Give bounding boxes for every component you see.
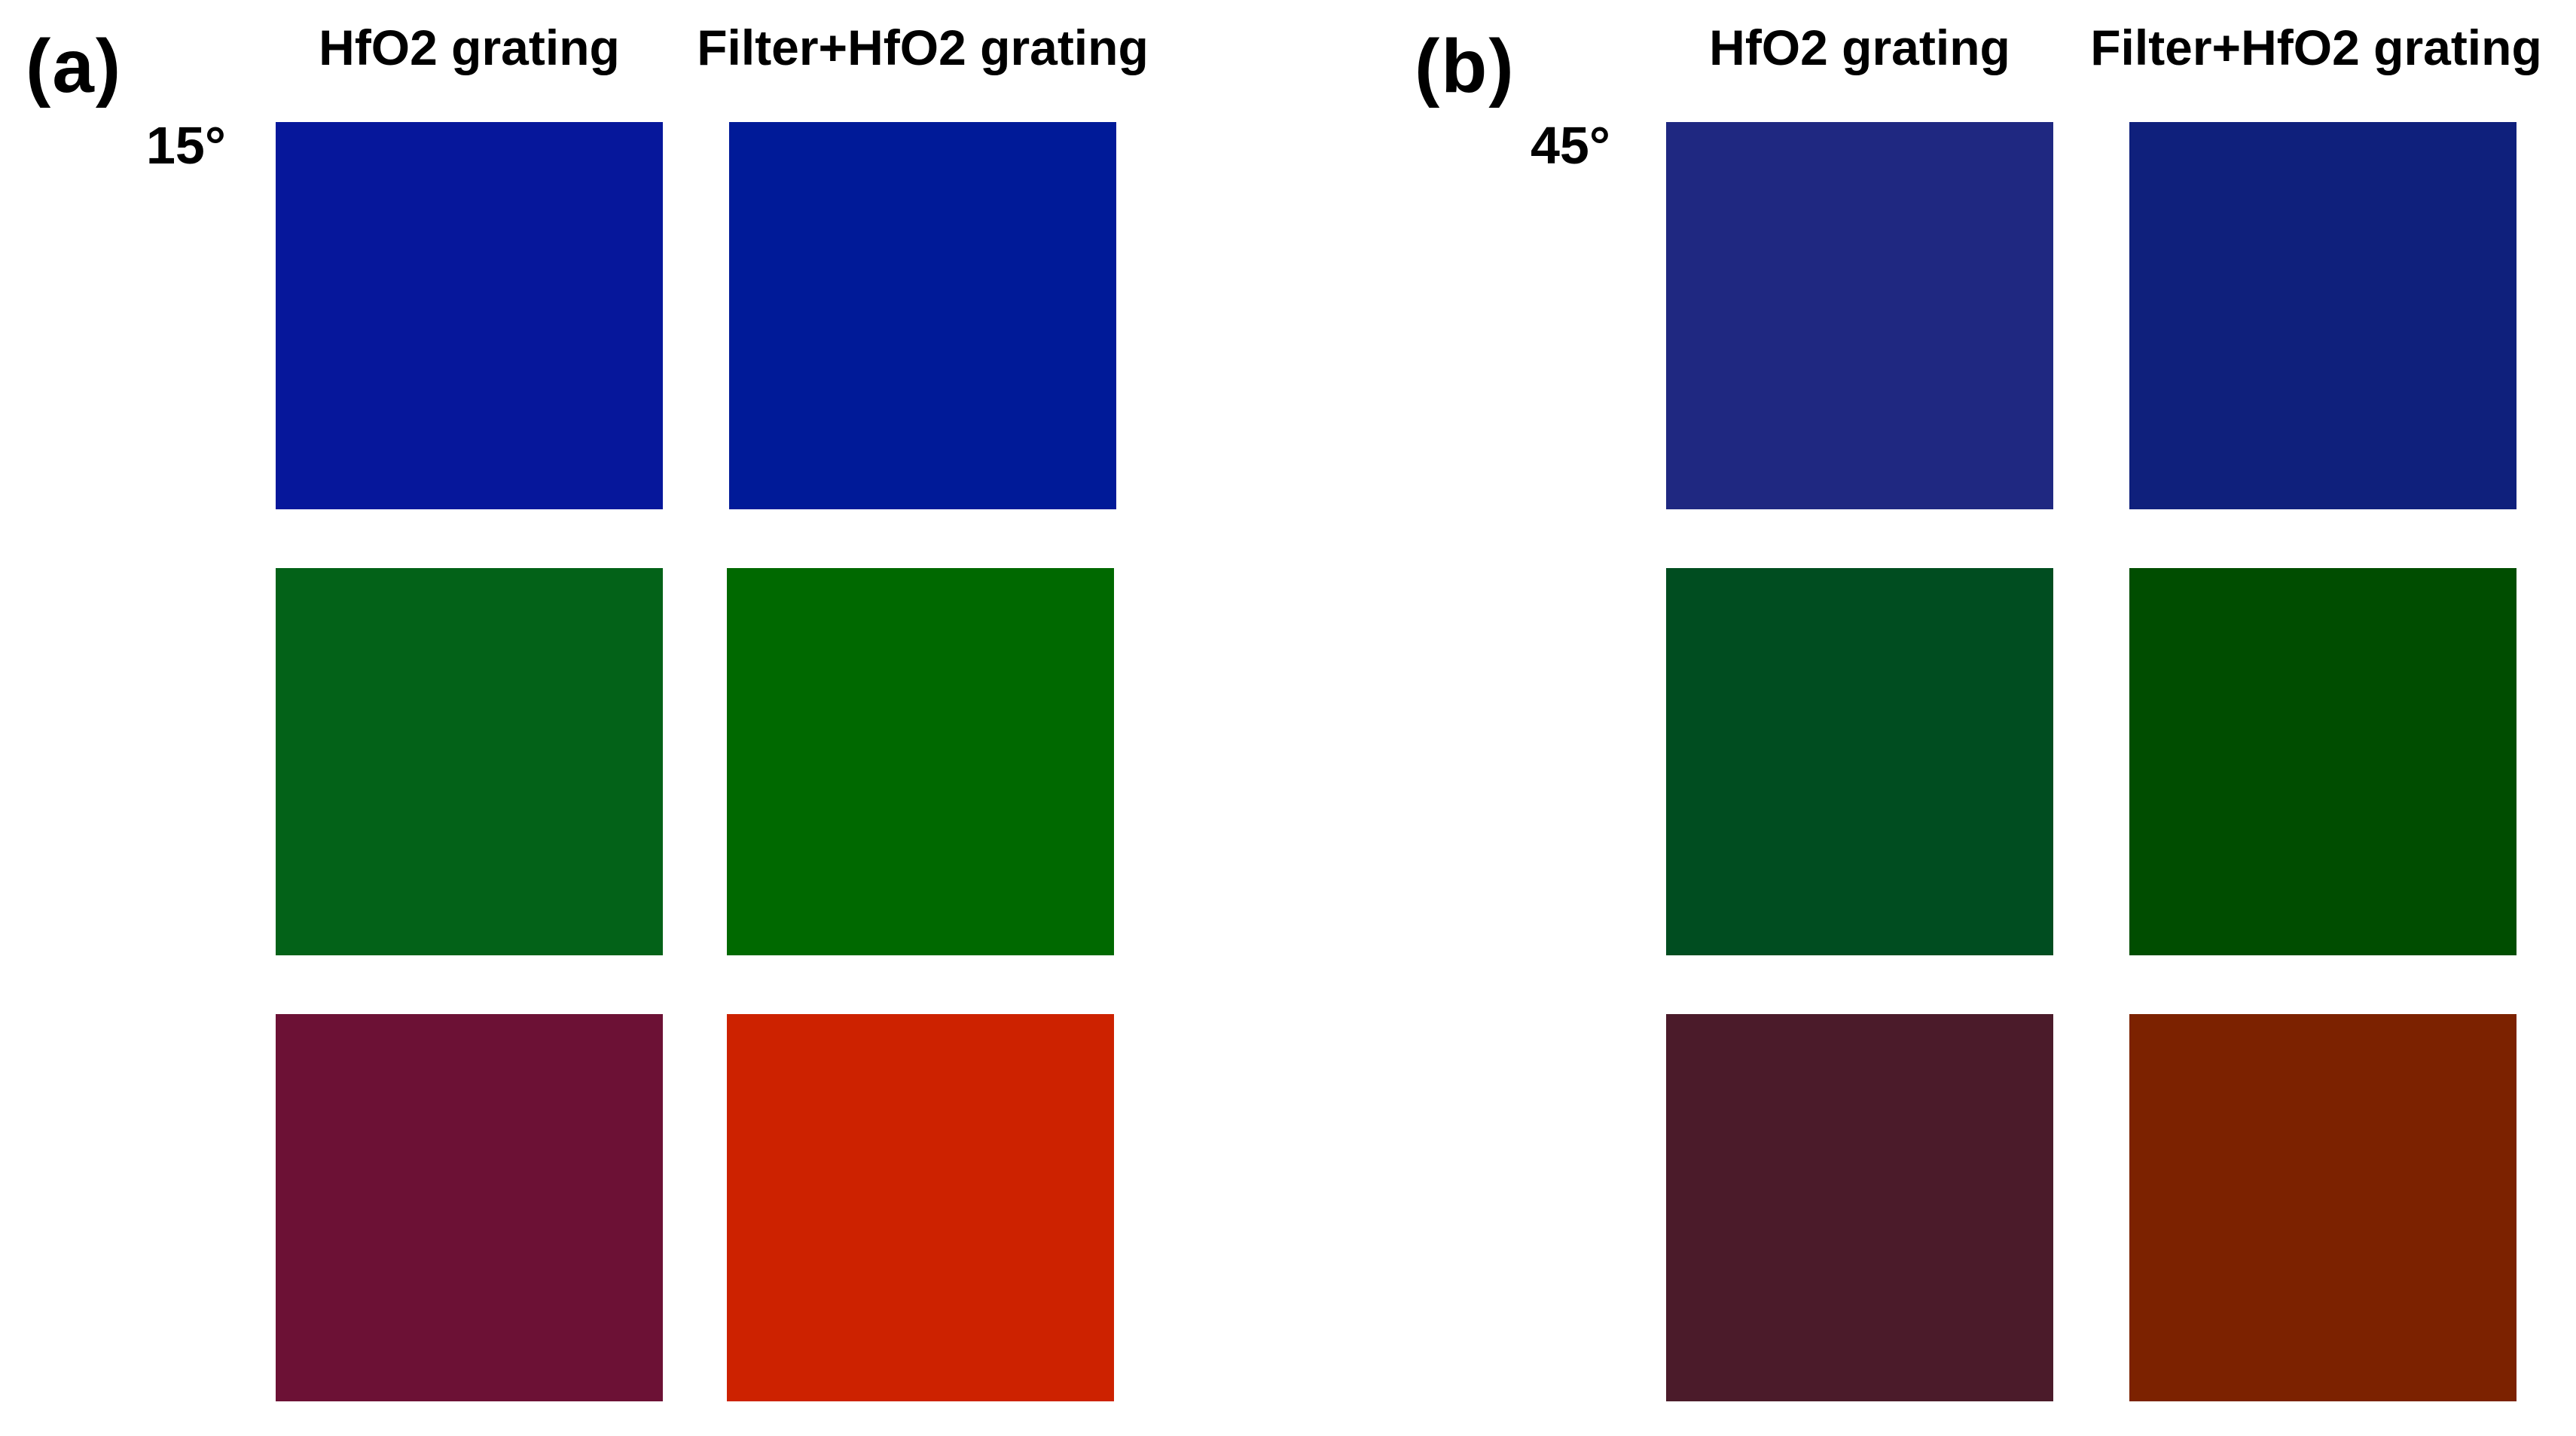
- column-header-filter-hfo2-grating: Filter+HfO2 grating: [2090, 20, 2542, 75]
- column-header-filter-hfo2-grating: Filter+HfO2 grating: [697, 20, 1149, 75]
- swatch-blue-hfo2: [276, 122, 663, 509]
- swatch-blue-filter-hfo2: [729, 122, 1116, 509]
- swatch-red-hfo2: [1666, 1014, 2053, 1401]
- swatch-blue-filter-hfo2: [2129, 122, 2516, 509]
- panel-b: (b) HfO2 grating Filter+HfO2 grating 45°: [1390, 0, 2576, 1436]
- column-header-hfo2-grating: HfO2 grating: [319, 20, 620, 75]
- angle-label: 45°: [1531, 116, 1610, 175]
- swatch-blue-hfo2: [1666, 122, 2053, 509]
- swatch-red-hfo2: [276, 1014, 663, 1401]
- panel-label: (a): [26, 24, 123, 108]
- swatch-green-hfo2: [276, 568, 663, 955]
- swatch-green-hfo2: [1666, 568, 2053, 955]
- column-header-hfo2-grating: HfO2 grating: [1709, 20, 2010, 75]
- panel-label: (b): [1415, 24, 1515, 108]
- swatch-green-filter-hfo2: [2129, 568, 2516, 955]
- swatch-red-filter-hfo2: [2129, 1014, 2516, 1401]
- panel-a: (a) HfO2 grating Filter+HfO2 grating 15°: [26, 20, 1149, 1401]
- angle-label: 15°: [146, 116, 226, 175]
- swatch-green-filter-hfo2: [727, 568, 1114, 955]
- swatch-red-filter-hfo2: [727, 1014, 1114, 1401]
